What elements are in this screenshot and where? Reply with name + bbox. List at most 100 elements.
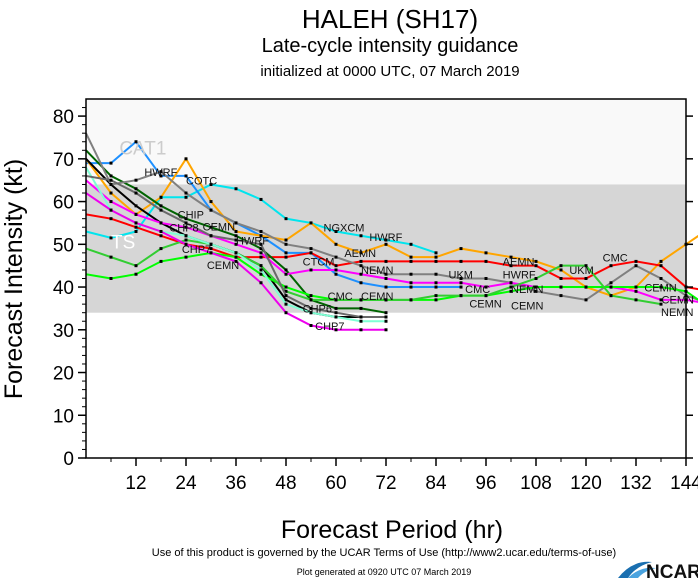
series-point xyxy=(284,268,288,272)
annotation-label: HWRF xyxy=(369,232,402,244)
series-point xyxy=(159,247,163,251)
series-point xyxy=(259,281,263,285)
series-point xyxy=(184,157,188,161)
x-tick-label: 60 xyxy=(325,473,346,494)
annotation-label: CEMN xyxy=(361,291,393,303)
series-point xyxy=(284,217,288,221)
series-point xyxy=(184,242,188,246)
series-point xyxy=(634,259,638,263)
series-point xyxy=(259,242,263,246)
series-point xyxy=(584,298,588,302)
series-point xyxy=(184,221,188,225)
y-tick-label: 50 xyxy=(53,235,74,256)
y-tick-label: 60 xyxy=(53,193,74,214)
series-point xyxy=(534,285,538,289)
series-point xyxy=(609,264,613,268)
series-point xyxy=(359,281,363,285)
series-point xyxy=(259,268,263,272)
annotation-label: CHIP xyxy=(178,210,204,222)
series-point xyxy=(309,311,313,315)
y-tick-label: 40 xyxy=(53,278,74,299)
series-point xyxy=(234,238,238,242)
series-point xyxy=(109,200,113,204)
series-point xyxy=(559,294,563,298)
x-tick-label: 120 xyxy=(570,473,602,494)
series-point xyxy=(459,277,463,280)
series-point xyxy=(359,234,363,238)
series-point xyxy=(334,264,338,268)
series-point xyxy=(159,229,163,233)
series-point xyxy=(284,272,288,276)
series-point xyxy=(509,255,513,259)
series-point xyxy=(384,272,388,276)
series-point xyxy=(534,289,538,293)
series-point xyxy=(234,255,238,259)
y-tick-label: 70 xyxy=(53,150,74,171)
series-point xyxy=(484,294,488,298)
annotation-label: CMC xyxy=(603,252,628,264)
annotation-label: HWRF xyxy=(236,235,269,247)
y-tick-label: 30 xyxy=(53,321,74,342)
series-point xyxy=(659,264,663,268)
series-point xyxy=(359,251,363,255)
series-point xyxy=(334,255,338,259)
x-axis-label: Forecast Period (hr) xyxy=(281,516,503,544)
ncar-logo-swoosh xyxy=(628,567,656,578)
series-point xyxy=(234,234,238,238)
series-point xyxy=(209,225,213,229)
series-point xyxy=(284,255,288,259)
series-point xyxy=(309,251,313,255)
series-point xyxy=(334,272,338,276)
series-point xyxy=(634,285,638,289)
series-point xyxy=(634,264,638,268)
series-point xyxy=(184,255,188,259)
series-point xyxy=(334,268,338,272)
series-point xyxy=(259,251,263,255)
series-point xyxy=(534,259,538,263)
x-tick-label: 72 xyxy=(375,473,396,494)
annotation-label: NEMN xyxy=(511,284,543,296)
annotation-label: CMC xyxy=(465,284,490,296)
series-point xyxy=(459,259,463,263)
series-point xyxy=(334,311,338,315)
series-point xyxy=(284,242,288,246)
series-point xyxy=(234,251,238,255)
series-line-6 xyxy=(85,132,698,301)
series-point xyxy=(209,208,213,212)
series-point xyxy=(509,285,513,289)
series-point xyxy=(384,319,388,323)
series-point xyxy=(134,191,138,195)
annotation-label: CHP7 xyxy=(315,321,344,333)
series-point xyxy=(309,298,313,302)
series-point xyxy=(109,236,113,240)
series-point xyxy=(209,182,213,186)
annotation-label: CEMN xyxy=(207,260,239,272)
series-point xyxy=(184,225,188,229)
series-point xyxy=(234,187,238,191)
series-point xyxy=(434,255,438,259)
series-point xyxy=(159,174,163,178)
series-point xyxy=(384,238,388,242)
series-point xyxy=(634,298,638,302)
band-cat1 xyxy=(86,99,686,185)
series-point xyxy=(384,259,388,263)
series-point xyxy=(109,255,113,259)
series-point xyxy=(134,212,138,216)
series-point xyxy=(309,294,313,298)
series-point xyxy=(609,285,613,289)
series-point xyxy=(434,294,438,298)
series-point xyxy=(209,242,213,246)
series-point xyxy=(309,306,313,310)
series-point xyxy=(409,285,413,289)
annotation-label: CAT1 xyxy=(119,139,166,160)
annotation-label: CEMN xyxy=(644,282,676,294)
annotation-label: CEMN xyxy=(511,300,543,312)
series-point xyxy=(359,298,363,302)
series-point xyxy=(609,294,613,298)
series-point xyxy=(334,242,338,246)
series-point xyxy=(259,229,263,233)
annotation-label: NEMN xyxy=(361,265,393,277)
series-point xyxy=(159,234,163,238)
series-point xyxy=(659,298,663,302)
